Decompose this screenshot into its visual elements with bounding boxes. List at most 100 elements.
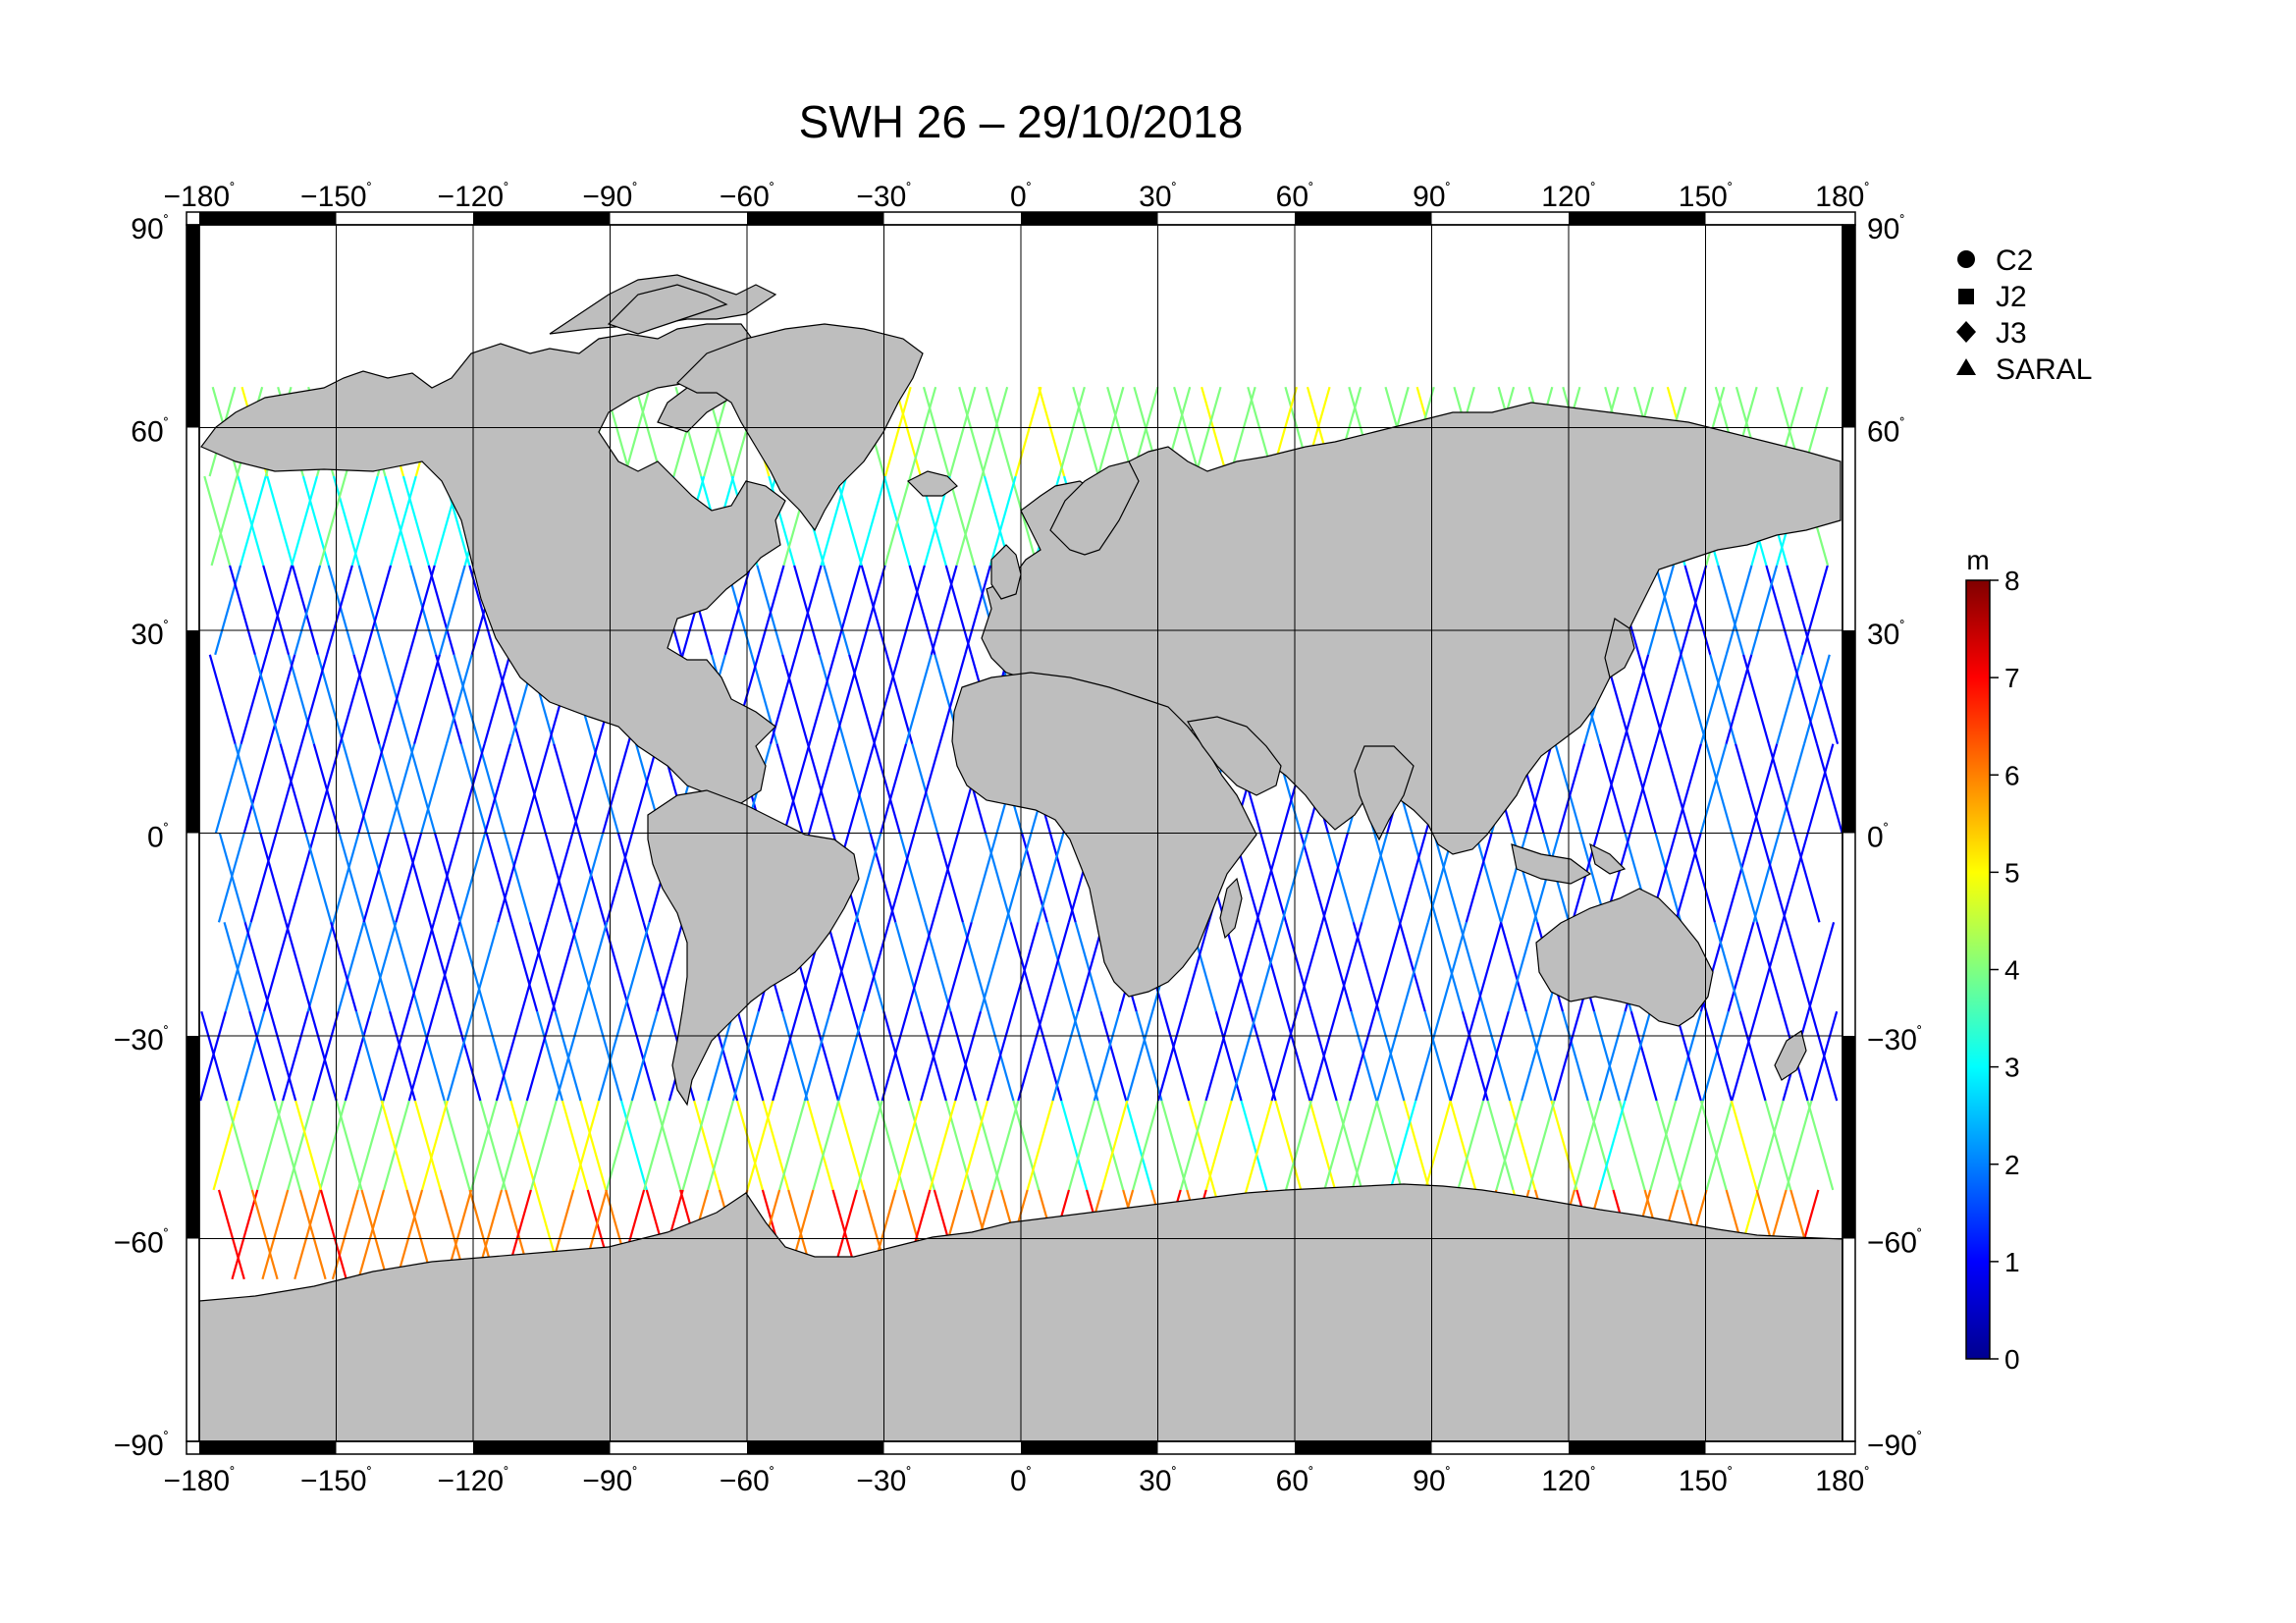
track-segment — [780, 1010, 809, 1102]
track-segment — [413, 1100, 442, 1191]
track-segment — [847, 743, 876, 834]
track-segment — [1093, 1010, 1121, 1102]
track-segment — [986, 1010, 1014, 1102]
track-segment — [1156, 1010, 1185, 1102]
track-segment — [961, 1100, 989, 1191]
frame-block-top — [747, 212, 884, 225]
track-segment — [1335, 922, 1363, 1012]
madagascar — [1219, 877, 1243, 940]
track-segment — [1373, 922, 1402, 1012]
track-segment — [781, 654, 810, 744]
track-segment — [434, 654, 462, 744]
track-segment — [242, 743, 271, 834]
longitude-tick-label: 150˚ — [1679, 1465, 1733, 1497]
track-segment — [309, 1010, 338, 1102]
track-segment — [1807, 922, 1836, 1012]
track-segment — [306, 922, 335, 1012]
track-segment — [775, 743, 804, 834]
track-segment — [681, 1100, 710, 1191]
track-segment — [793, 565, 822, 656]
frame-block-top — [1569, 212, 1706, 225]
track-segment — [1654, 565, 1682, 656]
track-segment — [569, 922, 598, 1012]
track-segment — [1026, 1100, 1054, 1191]
track-segment — [1725, 833, 1753, 923]
track-segment — [1765, 565, 1793, 656]
track-segment — [970, 833, 998, 923]
track-segment — [1677, 1100, 1704, 1191]
longitude-tick-label: 90˚ — [1413, 181, 1451, 213]
track-segment — [335, 1100, 363, 1191]
track-segment — [579, 1100, 608, 1191]
track-segment — [571, 743, 600, 834]
longitude-tick-label: −120˚ — [438, 1465, 509, 1497]
track-segment — [630, 1010, 659, 1102]
track-segment — [238, 1010, 266, 1102]
track-segment — [357, 565, 386, 656]
track-segment — [1776, 654, 1804, 744]
track-segment — [494, 654, 521, 744]
track-segment — [287, 1100, 315, 1191]
track-segment — [1240, 1100, 1268, 1191]
track-segment — [723, 565, 752, 656]
track-segment — [979, 922, 1007, 1012]
track-segment — [1283, 1010, 1311, 1102]
track-segment — [1778, 743, 1806, 834]
longitude-tick-label: −180˚ — [164, 1465, 236, 1497]
track-segment — [898, 565, 926, 656]
track-segment — [1009, 922, 1038, 1012]
track-segment — [1730, 1100, 1758, 1191]
track-segment — [1100, 1100, 1129, 1191]
track-segment — [1705, 1100, 1734, 1191]
track-segment — [1683, 565, 1712, 656]
latitude-tick-label: 0˚ — [147, 822, 169, 854]
longitude-tick-label: 0˚ — [1010, 181, 1032, 213]
track-segment — [858, 565, 886, 656]
track-segment — [408, 743, 437, 834]
track-segment — [908, 565, 936, 656]
track-segment — [1654, 833, 1682, 923]
track-segment — [367, 833, 396, 923]
track-segment — [1705, 743, 1734, 834]
track-segment — [438, 565, 466, 656]
track-segment — [294, 1100, 323, 1191]
track-segment — [988, 475, 1017, 567]
track-segment — [883, 386, 912, 477]
track-segment — [1162, 1010, 1191, 1102]
track-segment — [1785, 922, 1813, 1012]
track-segment — [1558, 743, 1586, 834]
longitude-tick-label: −30˚ — [856, 1465, 911, 1497]
track-segment — [1806, 1100, 1835, 1191]
track-segment — [984, 833, 1012, 923]
track-segment — [731, 1010, 760, 1102]
track-segment — [1655, 1100, 1683, 1191]
track-segment — [485, 833, 513, 923]
track-segment — [736, 1100, 764, 1191]
colorbar-tick-label: 4 — [2004, 955, 2020, 986]
colorbar-tick-label: 0 — [2004, 1344, 2020, 1375]
track-segment — [958, 386, 987, 477]
track-segment — [529, 1100, 558, 1191]
track-segment — [420, 743, 448, 834]
track-segment — [991, 1100, 1020, 1191]
track-segment — [1230, 1010, 1258, 1102]
track-segment — [1586, 1100, 1615, 1191]
track-segment — [536, 1010, 564, 1102]
south-america-landmass — [647, 789, 860, 1107]
track-segment — [319, 1189, 347, 1280]
track-segment — [274, 1100, 301, 1191]
track-segment — [383, 654, 411, 744]
track-segment — [832, 654, 861, 744]
track-segment — [1326, 833, 1355, 923]
track-segment — [1038, 386, 1066, 477]
track-segment — [854, 833, 882, 923]
track-segment — [266, 475, 294, 567]
frame-block-bottom — [747, 1441, 884, 1454]
track-segment — [623, 386, 652, 477]
track-segment — [1727, 922, 1755, 1012]
latitude-tick-label: 90˚ — [1867, 213, 1905, 245]
track-segment — [1308, 1100, 1337, 1191]
track-segment — [1598, 743, 1627, 834]
track-segment — [1179, 1100, 1207, 1191]
track-segment — [643, 1100, 670, 1191]
